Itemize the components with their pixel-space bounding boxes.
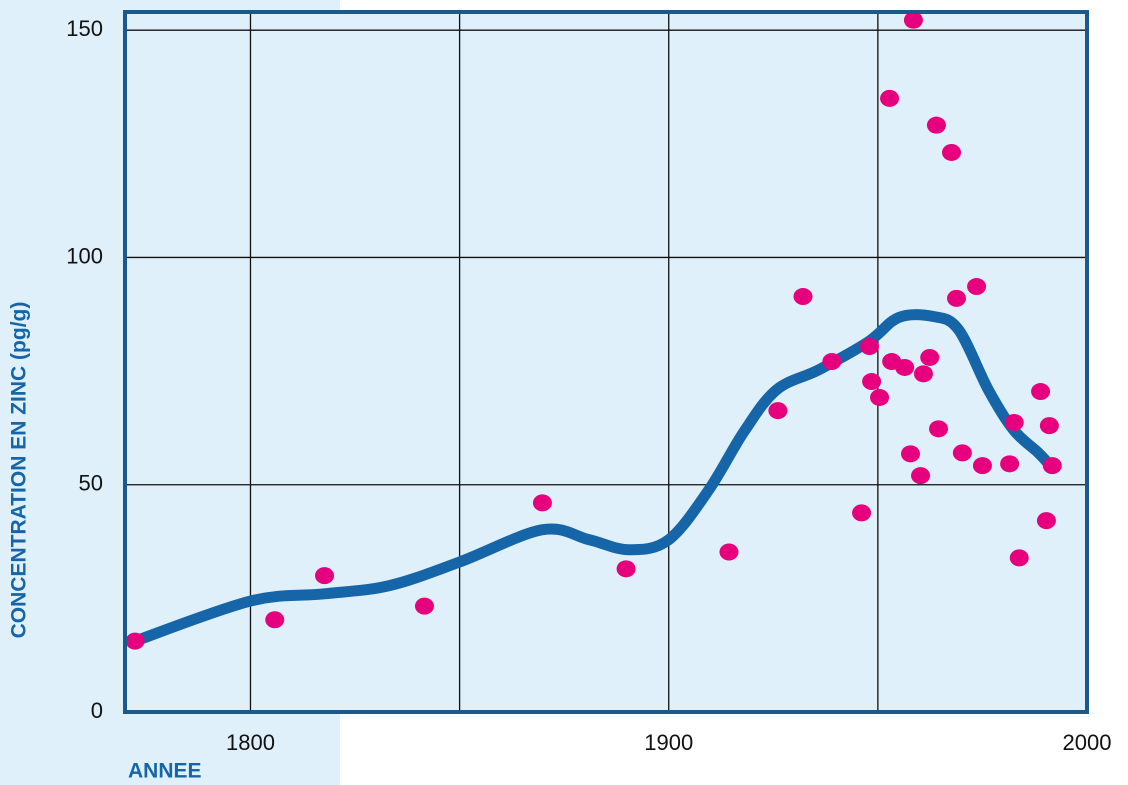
- plot-border: [123, 10, 1089, 714]
- data-point: [1042, 457, 1062, 475]
- data-point: [926, 116, 946, 134]
- data-point: [941, 143, 961, 161]
- data-point: [532, 494, 552, 512]
- y-axis-label: CONCENTRATION EN ZINC (pg/g): [8, 302, 31, 639]
- data-point: [822, 353, 842, 371]
- y-tick-label: 50: [79, 471, 103, 496]
- data-point: [903, 11, 923, 29]
- data-point: [947, 289, 967, 307]
- trend-line: [129, 309, 1056, 647]
- data-point: [1009, 549, 1029, 567]
- data-point: [1031, 383, 1051, 401]
- data-point: [900, 445, 920, 463]
- data-point: [1036, 512, 1056, 530]
- data-point: [1004, 413, 1024, 431]
- plot-area: [125, 12, 1087, 712]
- data-point: [768, 402, 788, 420]
- data-point: [860, 338, 880, 356]
- data-point: [1039, 417, 1059, 435]
- data-point: [125, 632, 145, 650]
- data-point: [929, 420, 949, 438]
- data-point: [911, 467, 931, 485]
- y-tick-label: 150: [66, 16, 103, 41]
- data-point: [967, 278, 987, 296]
- data-point: [913, 365, 933, 383]
- data-point: [719, 543, 739, 561]
- data-point: [880, 89, 900, 107]
- x-tick-label: 1900: [644, 730, 693, 755]
- data-point: [895, 358, 915, 376]
- data-point: [616, 560, 636, 578]
- data-point: [972, 457, 992, 475]
- data-point: [862, 373, 882, 391]
- x-tick-label: 2000: [1063, 730, 1112, 755]
- marks: [125, 11, 1062, 650]
- data-point: [315, 567, 335, 585]
- data-point: [793, 288, 813, 306]
- data-point: [852, 504, 872, 522]
- y-tick-label: 100: [66, 243, 103, 268]
- x-axis-label: ANNEE: [128, 760, 202, 783]
- x-tick-label: 1800: [226, 730, 275, 755]
- data-point: [1000, 455, 1020, 473]
- data-point: [952, 444, 972, 462]
- y-tick-label: 0: [91, 698, 103, 723]
- data-point: [870, 388, 890, 406]
- data-point: [265, 611, 285, 629]
- data-point: [920, 348, 940, 366]
- data-point: [414, 597, 434, 615]
